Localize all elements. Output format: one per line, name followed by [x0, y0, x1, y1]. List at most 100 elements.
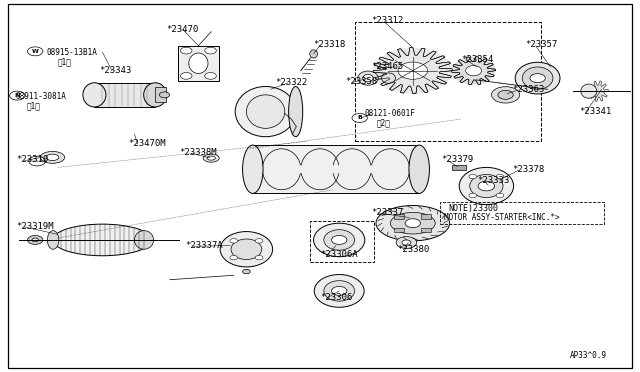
- Ellipse shape: [231, 239, 262, 260]
- Ellipse shape: [409, 145, 429, 193]
- Text: *23337A: *23337A: [186, 241, 223, 250]
- Circle shape: [255, 238, 263, 243]
- Ellipse shape: [381, 73, 396, 83]
- Circle shape: [396, 237, 417, 248]
- Text: W: W: [32, 49, 38, 54]
- Ellipse shape: [390, 212, 435, 234]
- Text: （1）: （1）: [27, 102, 41, 110]
- Text: *23380: *23380: [397, 245, 429, 254]
- Ellipse shape: [460, 167, 514, 205]
- Bar: [355, 22, 541, 141]
- Ellipse shape: [235, 86, 296, 137]
- Text: *23379: *23379: [442, 155, 474, 164]
- Text: NOTE)23300: NOTE)23300: [448, 204, 498, 213]
- Ellipse shape: [398, 62, 428, 79]
- Text: *23312: *23312: [371, 16, 403, 25]
- Ellipse shape: [358, 71, 378, 85]
- Ellipse shape: [207, 156, 215, 160]
- Ellipse shape: [466, 65, 481, 76]
- Text: 08121-0601F: 08121-0601F: [365, 109, 415, 118]
- Circle shape: [32, 238, 38, 242]
- Text: *23343: *23343: [99, 66, 131, 75]
- Ellipse shape: [363, 74, 373, 82]
- Polygon shape: [589, 81, 608, 102]
- Text: *23354: *23354: [461, 55, 493, 64]
- Ellipse shape: [376, 205, 450, 241]
- Text: *23363: *23363: [512, 85, 544, 94]
- Circle shape: [180, 47, 192, 54]
- Ellipse shape: [40, 151, 65, 163]
- Bar: [177, 46, 219, 81]
- Text: N: N: [15, 93, 20, 98]
- Ellipse shape: [515, 62, 560, 94]
- Bar: [394, 214, 404, 219]
- Text: 08911-3081A: 08911-3081A: [16, 92, 67, 101]
- Ellipse shape: [522, 67, 553, 89]
- Ellipse shape: [246, 95, 285, 128]
- Text: （2）: （2）: [376, 118, 390, 127]
- Ellipse shape: [452, 57, 495, 85]
- Circle shape: [28, 235, 43, 244]
- Circle shape: [159, 92, 170, 98]
- Circle shape: [332, 235, 347, 244]
- Ellipse shape: [46, 154, 59, 161]
- Ellipse shape: [53, 224, 152, 256]
- Ellipse shape: [83, 83, 106, 107]
- Text: *23358: *23358: [346, 77, 378, 86]
- Text: *23465: *23465: [371, 62, 403, 71]
- Circle shape: [405, 219, 420, 228]
- Circle shape: [469, 193, 477, 198]
- Text: AP33^0.9: AP33^0.9: [570, 351, 607, 360]
- Text: 08915-13B1A: 08915-13B1A: [46, 48, 97, 57]
- Ellipse shape: [220, 231, 273, 267]
- Circle shape: [530, 74, 545, 83]
- Text: *23306: *23306: [320, 293, 352, 302]
- Ellipse shape: [289, 86, 303, 137]
- Text: *23470M: *23470M: [128, 139, 166, 148]
- Bar: [421, 228, 431, 232]
- Text: *23333: *23333: [477, 176, 509, 185]
- Text: *23310: *23310: [16, 155, 48, 164]
- Ellipse shape: [310, 50, 317, 58]
- Ellipse shape: [324, 230, 355, 250]
- Circle shape: [28, 47, 43, 56]
- Text: MOTOR ASSY-STARTER<INC.*>: MOTOR ASSY-STARTER<INC.*>: [444, 213, 559, 222]
- Text: *23322: *23322: [275, 78, 307, 87]
- Text: *23470: *23470: [166, 25, 198, 34]
- Circle shape: [478, 181, 495, 191]
- Ellipse shape: [143, 83, 167, 107]
- Circle shape: [402, 240, 411, 245]
- Circle shape: [255, 256, 263, 260]
- Text: *23378: *23378: [512, 165, 544, 174]
- Ellipse shape: [47, 231, 59, 249]
- Ellipse shape: [314, 275, 364, 307]
- Circle shape: [496, 193, 504, 198]
- Text: *23341: *23341: [579, 107, 611, 116]
- Circle shape: [230, 256, 237, 260]
- Ellipse shape: [189, 53, 208, 74]
- Ellipse shape: [324, 280, 355, 301]
- Circle shape: [205, 47, 216, 54]
- Bar: [95, 83, 155, 107]
- Bar: [155, 87, 166, 102]
- Circle shape: [332, 286, 347, 295]
- Bar: [421, 214, 431, 219]
- Ellipse shape: [134, 231, 154, 249]
- Bar: [452, 165, 466, 170]
- Bar: [253, 145, 419, 193]
- Circle shape: [352, 113, 367, 122]
- Polygon shape: [452, 57, 495, 85]
- Polygon shape: [373, 48, 452, 94]
- Circle shape: [243, 269, 250, 274]
- Text: *23357: *23357: [525, 40, 557, 49]
- Bar: [310, 221, 374, 262]
- Ellipse shape: [314, 223, 365, 257]
- Ellipse shape: [243, 145, 263, 193]
- Circle shape: [180, 73, 192, 79]
- Bar: [394, 228, 404, 232]
- Bar: [440, 202, 604, 224]
- Circle shape: [469, 174, 477, 179]
- Text: （1）: （1）: [58, 57, 72, 66]
- Text: *23318: *23318: [314, 40, 346, 49]
- Ellipse shape: [204, 154, 219, 162]
